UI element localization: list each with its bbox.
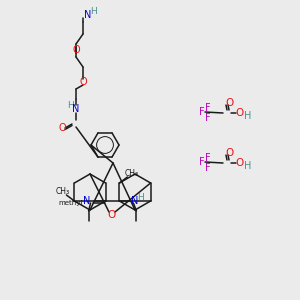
Text: F: F: [205, 103, 211, 113]
Text: O: O: [79, 77, 87, 87]
Text: F: F: [205, 113, 211, 123]
Text: F: F: [205, 153, 211, 163]
Text: H: H: [90, 8, 97, 16]
Text: N: N: [72, 104, 80, 114]
Text: O: O: [226, 148, 234, 158]
Text: CH₃: CH₃: [124, 169, 139, 178]
Text: F: F: [199, 107, 205, 117]
Text: O: O: [235, 108, 243, 118]
Text: N: N: [84, 10, 92, 20]
Text: O: O: [72, 45, 80, 55]
Text: F: F: [205, 163, 211, 173]
Text: H: H: [244, 111, 252, 121]
Text: F: F: [199, 157, 205, 167]
Text: H: H: [68, 101, 74, 110]
Text: H: H: [244, 161, 252, 171]
Text: O: O: [235, 158, 243, 168]
Text: O: O: [108, 210, 116, 220]
Text: methyl: methyl: [58, 200, 82, 206]
Text: O: O: [58, 123, 66, 133]
Text: CH₃: CH₃: [55, 188, 70, 196]
Text: N: N: [83, 196, 91, 206]
Text: H: H: [137, 194, 144, 202]
Text: N: N: [131, 196, 139, 206]
Text: O: O: [226, 98, 234, 108]
